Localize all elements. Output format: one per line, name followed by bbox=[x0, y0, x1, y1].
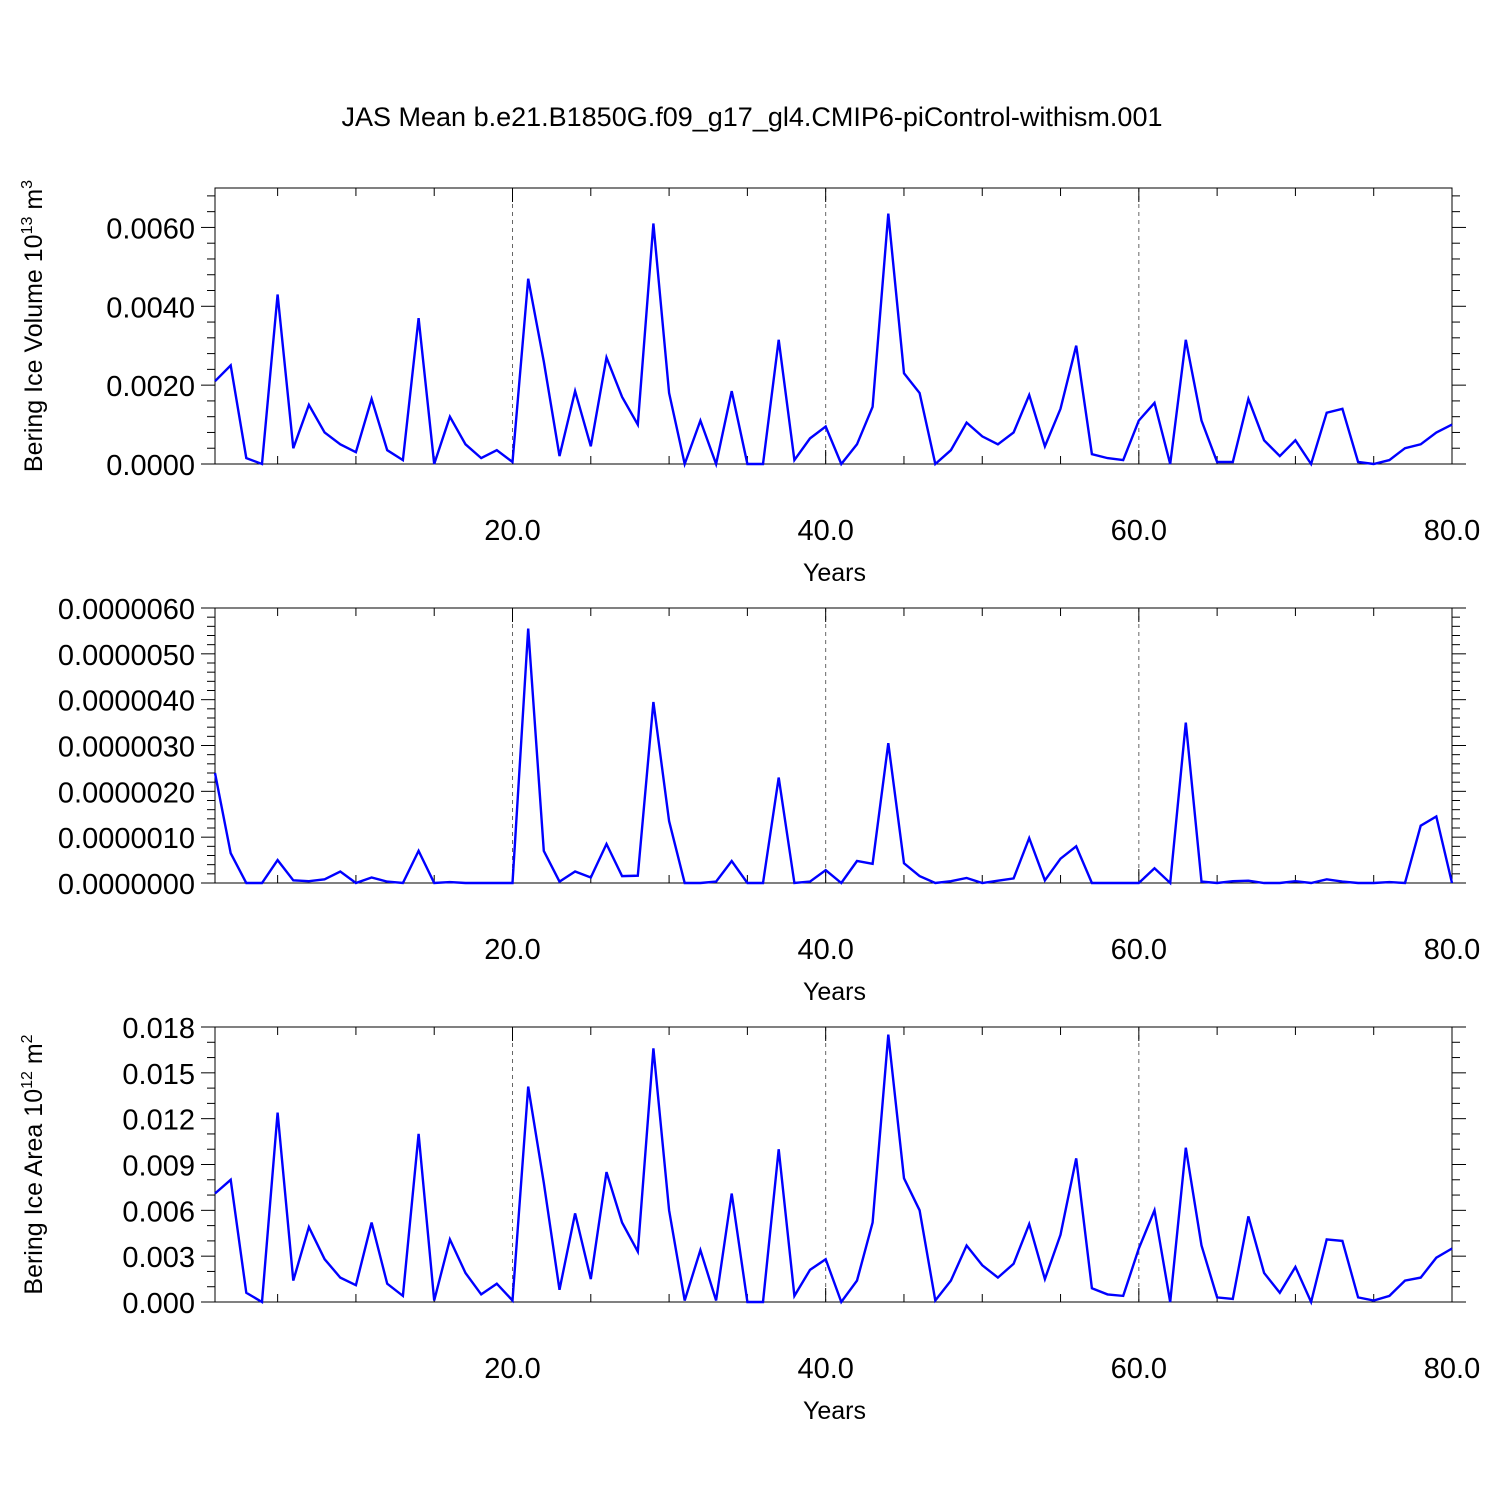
y-tick-label: 0.0000 bbox=[106, 450, 195, 482]
panel-2: 20.0 40.0 60.0 80.0 0.0000000 0.0000010 0.0000… bbox=[58, 594, 1480, 1006]
y-tick-label: 0.0000050 bbox=[58, 640, 195, 672]
y-tick-label: 0.000 bbox=[122, 1288, 195, 1320]
y-tick-label: 0.0000010 bbox=[58, 823, 195, 855]
panel-3: 20.0 40.0 60.0 80.0 0.000 0.003 0.006 0.009 0.01… bbox=[19, 1013, 1480, 1425]
y-tick-label: 0.012 bbox=[122, 1105, 195, 1137]
x-tick-label: 80.0 bbox=[1424, 934, 1480, 966]
x-tick-label: 20.0 bbox=[484, 934, 540, 966]
x-tick-label: 60.0 bbox=[1111, 1353, 1167, 1385]
y-tick-label: 0.0020 bbox=[106, 371, 195, 403]
x-tick-label: 20.0 bbox=[484, 515, 540, 547]
y-axis-label: Bering Ice Volume 1013 m3 bbox=[19, 180, 48, 472]
y-tick-label: 0.0000060 bbox=[58, 594, 195, 626]
series-line bbox=[213, 628, 1454, 886]
panel-1: 20.0 40.0 60.0 80.0 0.0000 0.0020 0.0040 0.0060… bbox=[19, 180, 1480, 587]
y-tick-label: 0.018 bbox=[122, 1013, 195, 1045]
series-line bbox=[214, 213, 1453, 469]
x-tick-label: 80.0 bbox=[1424, 515, 1480, 547]
x-axis-label: Years bbox=[803, 978, 866, 1006]
x-tick-label: 60.0 bbox=[1111, 515, 1167, 547]
y-tick-label: 0.0040 bbox=[106, 292, 195, 324]
y-tick-label: 0.015 bbox=[122, 1059, 195, 1091]
y-tick-label: 0.0000020 bbox=[58, 777, 195, 809]
y-tick-label: 0.0000040 bbox=[58, 686, 195, 718]
y-tick-label: 0.009 bbox=[122, 1151, 195, 1183]
x-tick-label: 80.0 bbox=[1424, 1353, 1480, 1385]
panels: 20.0 40.0 60.0 80.00.00000.00200.00400.0060… bbox=[19, 180, 1480, 1425]
y-tick-label: 0.0000000 bbox=[58, 869, 195, 901]
plot-frame bbox=[214, 1026, 1453, 1303]
x-axis-label: Years bbox=[803, 1397, 866, 1425]
x-tick-label: 40.0 bbox=[797, 515, 853, 547]
series-line bbox=[214, 1034, 1453, 1306]
x-tick-label: 20.0 bbox=[484, 1353, 540, 1385]
plot-frame bbox=[214, 187, 1453, 465]
chart-title: JAS Mean b.e21.B1850G.f09_g17_gl4.CMIP6-… bbox=[342, 102, 1163, 132]
y-tick-label: 0.0000030 bbox=[58, 732, 195, 764]
y-tick-label: 0.006 bbox=[122, 1196, 195, 1228]
x-tick-label: 40.0 bbox=[797, 1353, 853, 1385]
y-axis-label: Bering Ice Area 1012 m2 bbox=[19, 1034, 48, 1294]
plot-frame bbox=[214, 607, 1453, 884]
x-tick-label: 60.0 bbox=[1111, 934, 1167, 966]
y-tick-label: 0.003 bbox=[122, 1242, 195, 1274]
y-tick-label: 0.0060 bbox=[106, 213, 195, 245]
x-axis-label: Years bbox=[803, 559, 866, 587]
x-tick-label: 40.0 bbox=[797, 934, 853, 966]
